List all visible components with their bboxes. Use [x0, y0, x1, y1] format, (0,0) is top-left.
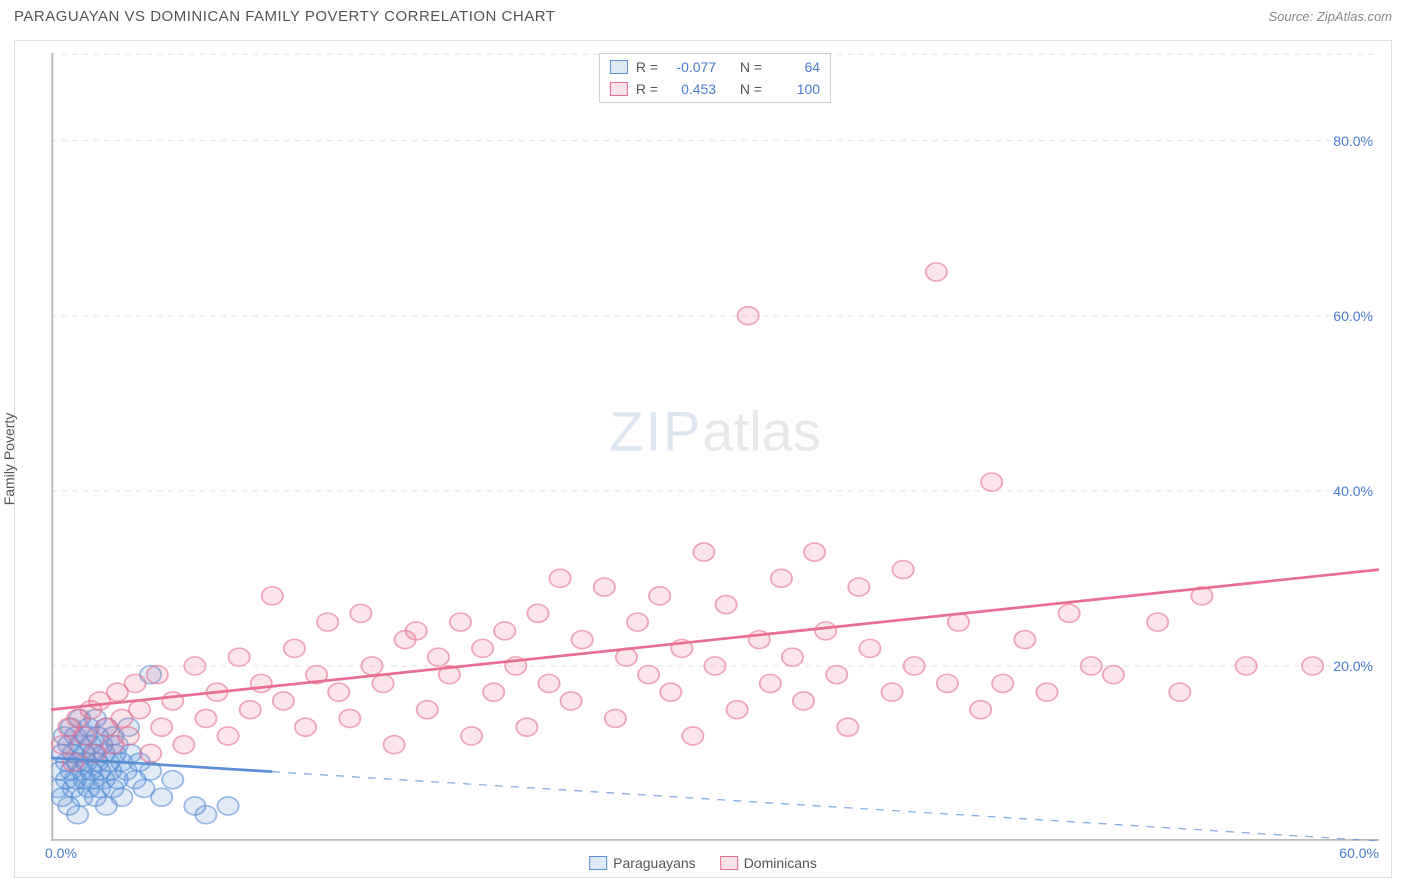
n-label: N =: [740, 56, 762, 78]
chart-title: PARAGUAYAN VS DOMINICAN FAMILY POVERTY C…: [14, 8, 555, 25]
r-label: R =: [636, 78, 658, 100]
series-swatch-icon: [720, 856, 738, 870]
series-swatch-icon: [610, 82, 628, 96]
series-swatch-icon: [610, 60, 628, 74]
source-attribution: Source: ZipAtlas.com: [1268, 9, 1392, 24]
y-axis-ticks: 20.0% 40.0% 60.0% 80.0%: [1313, 53, 1373, 841]
chart-container: Family Poverty ZIPatlas R =-0.077 N =64R…: [14, 40, 1392, 878]
legend-item: Paraguayans: [589, 855, 696, 871]
series-legend: Paraguayans Dominicans: [589, 855, 817, 871]
y-axis-label: Family Poverty: [1, 413, 17, 506]
y-tick-label: 20.0%: [1333, 658, 1373, 674]
n-value: 64: [770, 56, 820, 78]
r-label: R =: [636, 56, 658, 78]
y-tick-label: 80.0%: [1333, 133, 1373, 149]
n-value: 100: [770, 78, 820, 100]
r-value: -0.077: [666, 56, 716, 78]
y-tick-label: 40.0%: [1333, 483, 1373, 499]
x-tick-label: 60.0%: [1339, 845, 1379, 861]
r-value: 0.453: [666, 78, 716, 100]
legend-item: Dominicans: [720, 855, 817, 871]
series-name: Paraguayans: [613, 855, 696, 871]
plot-area: ZIPatlas R =-0.077 N =64R =0.453 N =100: [51, 53, 1379, 841]
correlation-legend: R = -0.077 N = 64 R = 0.453 N = 100: [599, 53, 831, 103]
correlation-row: R = -0.077 N = 64: [610, 56, 820, 78]
correlation-row: R = 0.453 N = 100: [610, 78, 820, 100]
series-swatch-icon: [589, 856, 607, 870]
y-tick-label: 60.0%: [1333, 308, 1373, 324]
n-label: N =: [740, 78, 762, 100]
x-tick-label: 0.0%: [45, 845, 77, 861]
series-name: Dominicans: [744, 855, 817, 871]
